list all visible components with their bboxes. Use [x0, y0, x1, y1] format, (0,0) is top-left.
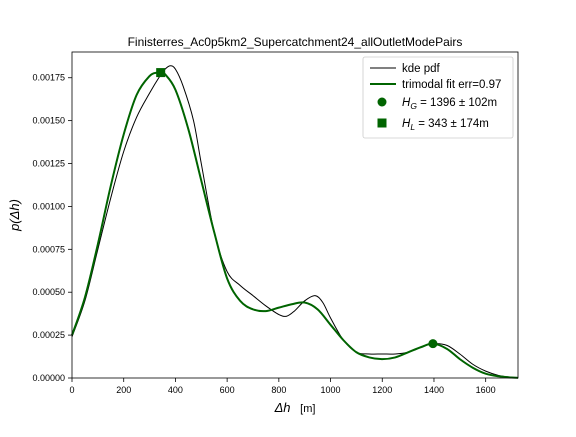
x-tick-label: 1600: [476, 385, 496, 395]
y-tick-label: 0.00150: [32, 116, 65, 126]
y-tick-label: 0.00025: [32, 330, 65, 340]
series-line-trimodal-fit: [71, 71, 519, 379]
x-tick-label: 400: [168, 385, 183, 395]
legend-hl-symbol: H: [402, 118, 411, 130]
y-axis: 0.00000 0.00025 0.00050 0.00075 0.00100 0.001…: [32, 73, 72, 383]
marker-hg-circle: [428, 339, 438, 349]
x-axis: 0 200 400 600 800 1000 1200 1400 1600: [69, 378, 496, 395]
legend-hg-subscript: G: [410, 101, 417, 111]
legend-hl-value: = 343 ± 174m: [415, 118, 489, 130]
x-axis-label-symbol: Δh: [274, 400, 291, 415]
x-tick-label: 1200: [372, 385, 392, 395]
marker-hl-square: [156, 68, 166, 78]
legend-hg-circle-icon: [377, 97, 387, 107]
legend-hl-label: HL = 343 ± 174m: [402, 118, 489, 132]
y-tick-label: 0.00050: [32, 287, 65, 297]
legend: kde pdf trimodal fit err=0.97 HG = 1396 …: [362, 56, 514, 139]
x-tick-label: 600: [220, 385, 235, 395]
x-axis-label: Δh [m]: [274, 400, 316, 415]
x-tick-label: 800: [271, 385, 286, 395]
y-tick-label: 0.00175: [32, 73, 65, 83]
series-layer: [71, 65, 519, 379]
x-tick-label: 0: [69, 385, 74, 395]
y-tick-label: 0.00000: [32, 373, 65, 383]
x-tick-label: 200: [116, 385, 131, 395]
plot-frame: [71, 51, 519, 379]
legend-box: [362, 56, 514, 139]
legend-kde-label: kde pdf: [402, 63, 441, 75]
marker-layer: [156, 68, 438, 349]
x-tick-label: 1400: [424, 385, 444, 395]
x-tick-label: 1000: [321, 385, 341, 395]
legend-hl-square-icon: [377, 118, 387, 128]
legend-hl-subscript: L: [410, 122, 415, 132]
legend-fit-label: trimodal fit err=0.97: [402, 79, 501, 91]
y-axis-label: p(Δh): [7, 199, 22, 232]
y-tick-label: 0.00075: [32, 244, 65, 254]
y-tick-label: 0.00125: [32, 159, 65, 169]
y-tick-label: 0.00100: [32, 201, 65, 211]
legend-hg-value: = 1396 ± 102m: [417, 97, 497, 109]
chart-title: Finisterres_Ac0p5km2_Supercatchment24_al…: [128, 35, 463, 49]
legend-hg-symbol: H: [402, 97, 411, 109]
x-axis-label-unit: [m]: [300, 403, 315, 415]
legend-hg-label: HG = 1396 ± 102m: [402, 97, 497, 111]
